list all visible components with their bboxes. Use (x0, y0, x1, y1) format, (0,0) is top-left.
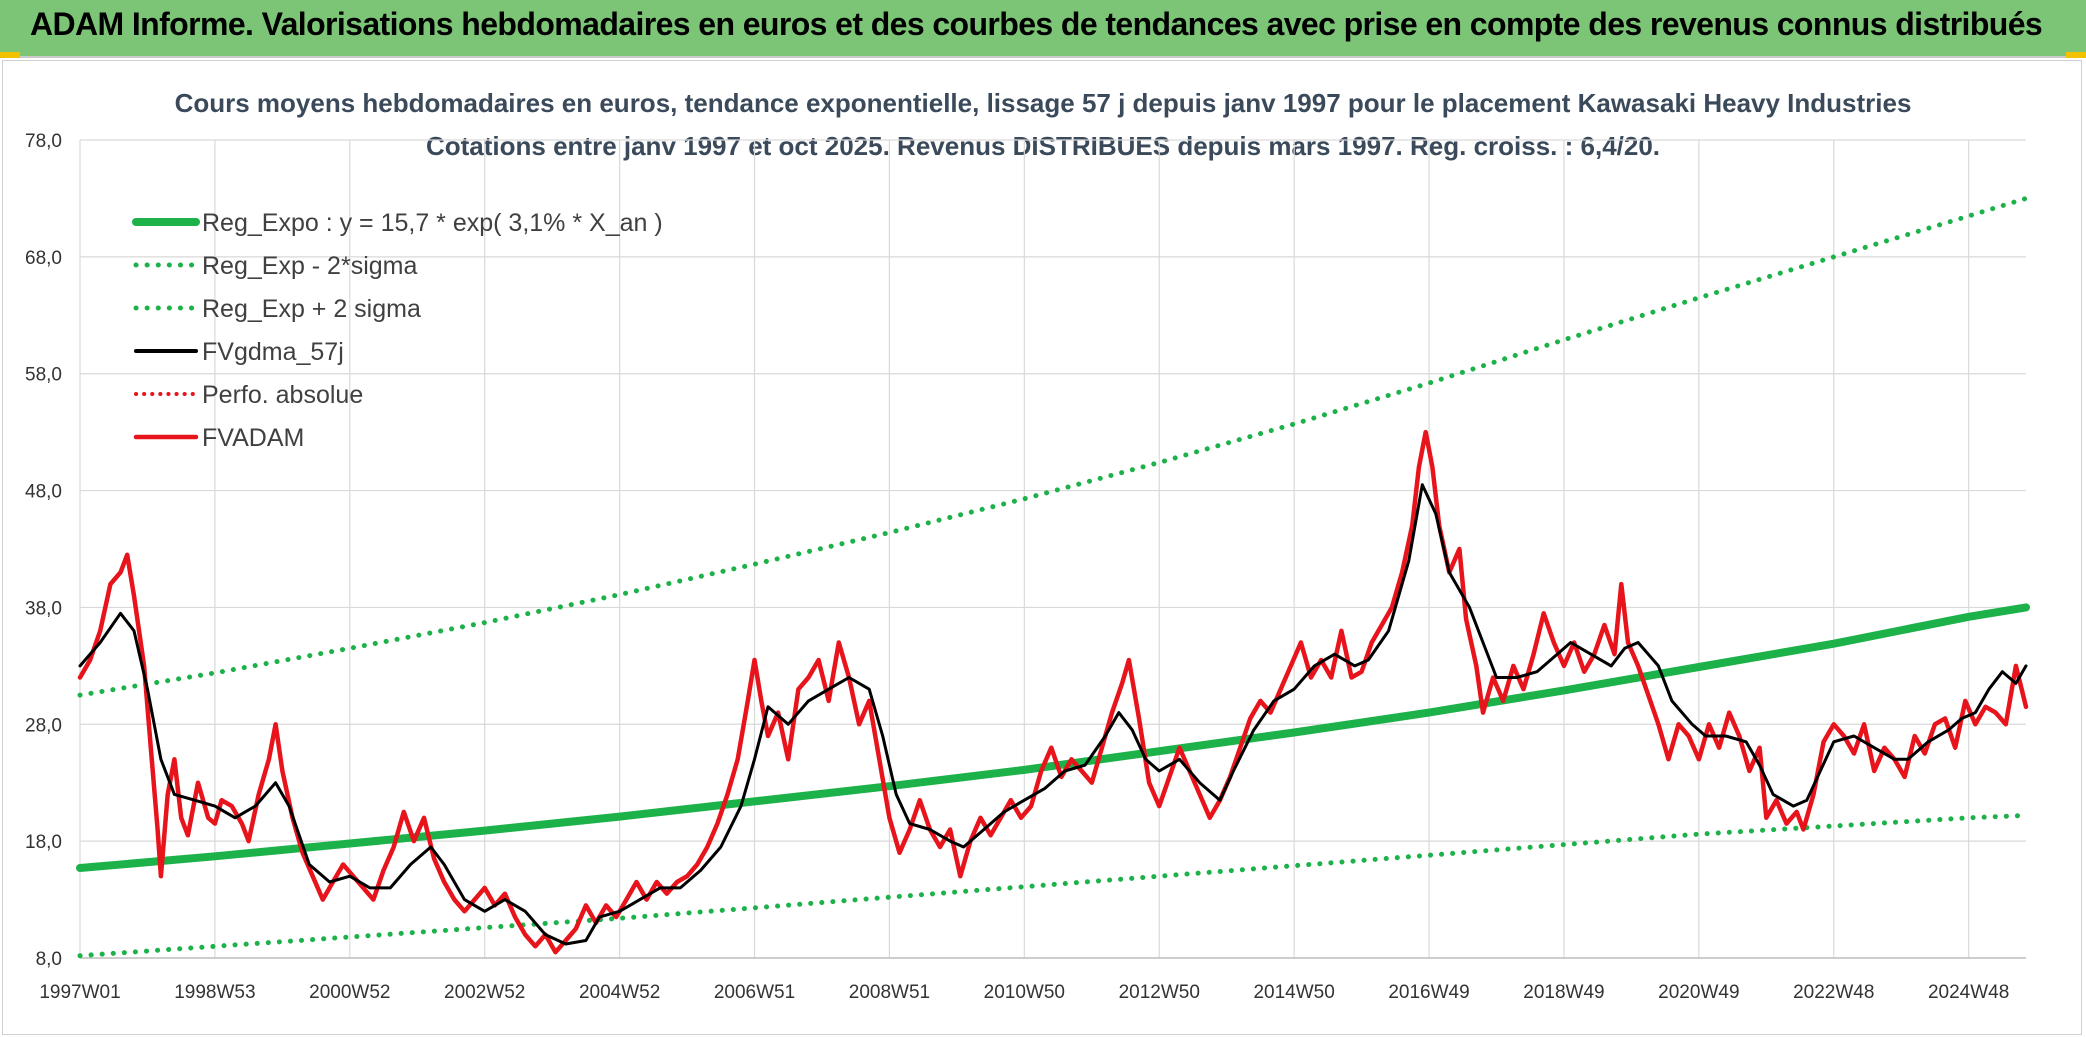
x-tick-label: 2024W48 (1928, 982, 2009, 1003)
y-tick-label: 78,0 (25, 131, 62, 152)
x-tick-label: 2008W51 (849, 982, 930, 1003)
x-tick-label: 2000W52 (309, 982, 390, 1003)
plot-area (76, 195, 2030, 959)
x-tick-label: 2004W52 (579, 982, 660, 1003)
series-line-fvadam-3 (77, 429, 2029, 955)
legend-label: Reg_Exp + 2 sigma (202, 295, 421, 323)
y-tick-label: 58,0 (25, 365, 62, 386)
series-line-fvgdma57j-4 (78, 483, 2028, 946)
legend-label: Reg_Exp - 2*sigma (202, 252, 417, 280)
x-tick-label: 2020W49 (1658, 982, 1739, 1003)
header-title: ADAM Informe. Valorisations hebdomadaire… (30, 6, 2043, 42)
series-line-regexp-1 (77, 812, 2029, 959)
legend-label: FVADAM (202, 424, 304, 452)
series-line-regexp-2 (77, 195, 2029, 698)
header-banner: ADAM Informe. Valorisations hebdomadaire… (0, 0, 2086, 58)
x-tick-label: 2014W50 (1253, 982, 1334, 1003)
y-tick-label: 48,0 (25, 482, 62, 503)
x-tick-label: 2002W52 (444, 982, 525, 1003)
corner-mark-left (0, 52, 20, 58)
y-tick-label: 68,0 (25, 248, 62, 269)
x-tick-label: 2018W49 (1523, 982, 1604, 1003)
x-tick-label: 2022W48 (1793, 982, 1874, 1003)
y-tick-label: 18,0 (25, 832, 62, 853)
legend: Reg_Expo : y = 15,7 * exp( 3,1% * X_an )… (132, 209, 663, 452)
x-tick-label: 2010W50 (984, 982, 1065, 1003)
x-tick-label: 2012W50 (1119, 982, 1200, 1003)
chart-title: Cours moyens hebdomadaires en euros, ten… (175, 88, 1912, 118)
x-tick-label: 2006W51 (714, 982, 795, 1003)
y-tick-label: 8,0 (36, 949, 62, 970)
y-tick-label: 38,0 (25, 598, 62, 619)
axis-labels: 8,0 18,0 28,0 38,0 48,0 58,0 68,0 78,0 1997W01 19… (25, 131, 2009, 1003)
legend-label: FVgdma_57j (202, 338, 344, 366)
x-tick-label: 1997W01 (39, 982, 120, 1003)
legend-label: Reg_Expo : y = 15,7 * exp( 3,1% * X_an ) (202, 209, 663, 237)
chart-subtitle: Cotations entre janv 1997 et oct 2025. R… (426, 131, 1660, 161)
corner-mark-right (2066, 52, 2086, 58)
x-tick-label: 2016W49 (1388, 982, 1469, 1003)
x-tick-label: 1998W53 (174, 982, 255, 1003)
legend-label: Perfo. absolue (202, 381, 363, 409)
y-tick-label: 28,0 (25, 715, 62, 736)
